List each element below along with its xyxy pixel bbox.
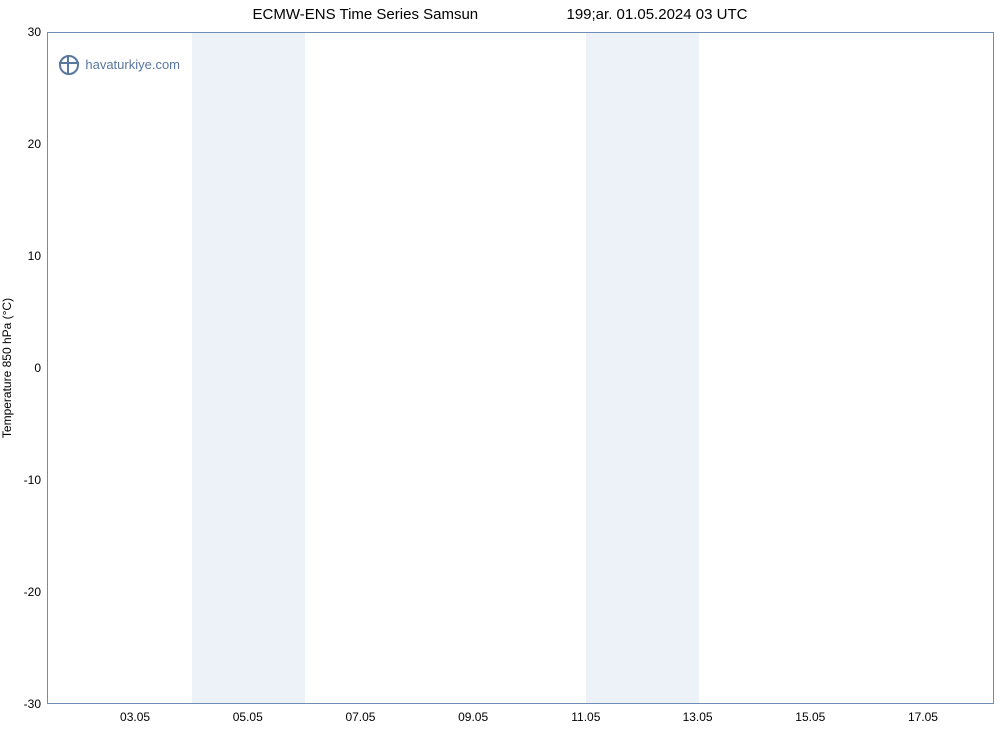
plot-area: havaturkiye.com (47, 32, 994, 704)
weekend-band (192, 33, 305, 703)
y-tick-label: 10 (28, 249, 41, 263)
x-tick-label: 11.05 (571, 710, 600, 724)
chart-title: ECMW-ENS Time Series Samsun 199;ar. 01.0… (0, 6, 1000, 23)
x-tick-label: 07.05 (345, 710, 375, 724)
y-axis-label: Temperature 850 hPa (°C) (0, 298, 14, 438)
y-tick-label: 0 (34, 361, 41, 375)
y-tick-label: -20 (24, 585, 41, 599)
x-tick-label: 15.05 (795, 710, 825, 724)
x-tick-label: 17.05 (908, 710, 938, 724)
title-right: 199;ar. 01.05.2024 03 UTC (566, 6, 747, 23)
x-tick-label: 03.05 (120, 710, 150, 724)
title-left: ECMW-ENS Time Series Samsun (253, 6, 479, 23)
globe-icon (59, 55, 79, 75)
x-tick-label: 05.05 (233, 710, 263, 724)
weekend-band (586, 33, 699, 703)
watermark-text: havaturkiye.com (85, 57, 180, 72)
chart-container: ECMW-ENS Time Series Samsun 199;ar. 01.0… (0, 0, 1000, 733)
y-tick-label: -10 (24, 473, 41, 487)
y-tick-label: 30 (28, 25, 41, 39)
y-tick-label: -30 (24, 697, 41, 711)
y-tick-label: 20 (28, 137, 41, 151)
x-tick-label: 13.05 (683, 710, 713, 724)
x-tick-label: 09.05 (458, 710, 488, 724)
watermark: havaturkiye.com (59, 55, 180, 75)
